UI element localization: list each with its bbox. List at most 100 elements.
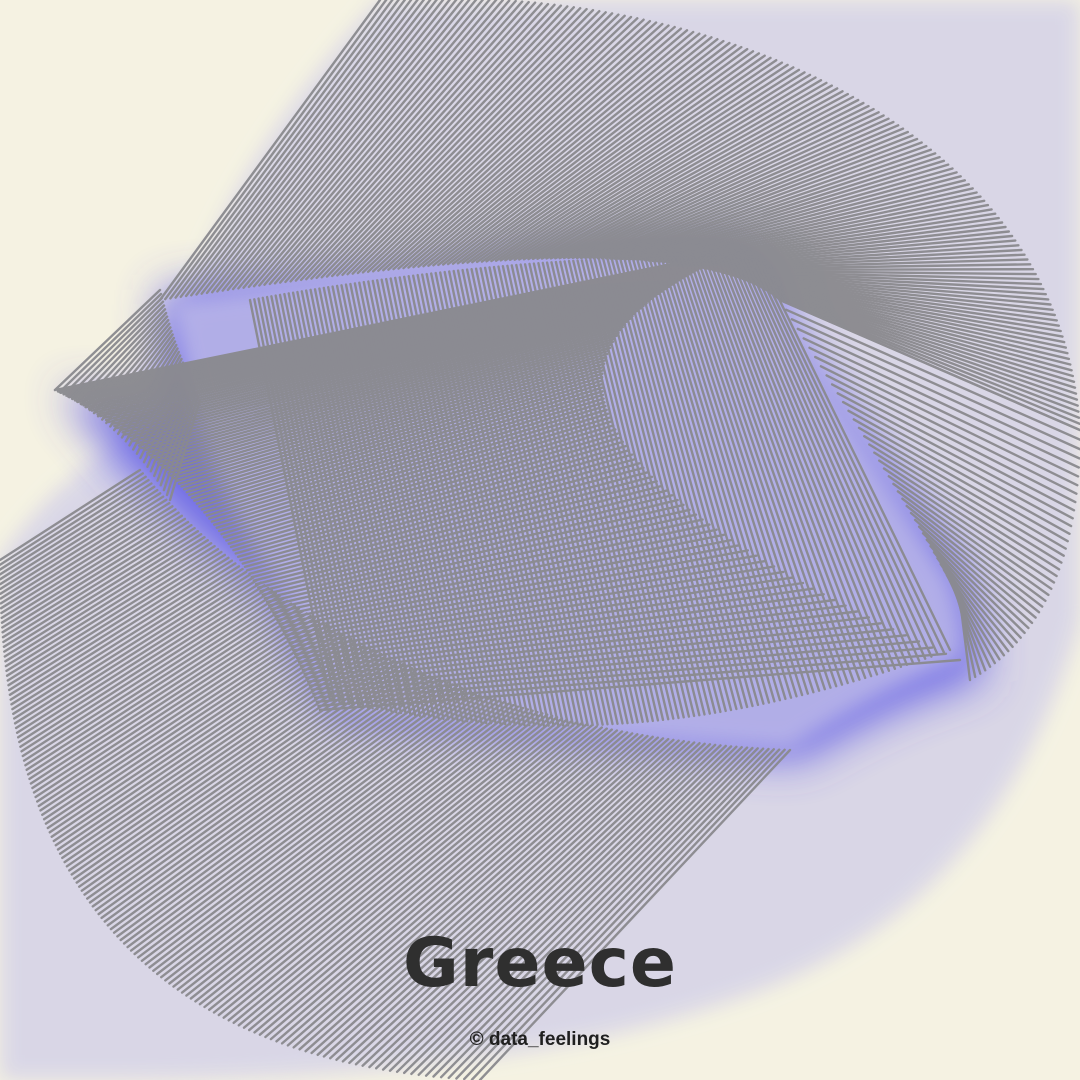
fan-line-upper xyxy=(571,114,885,260)
ribbon-line-b xyxy=(510,264,614,726)
fan-line-lower xyxy=(13,573,252,725)
fan-line-upper xyxy=(575,117,890,260)
fan-line-lower xyxy=(242,726,603,1029)
ribbon-line-b xyxy=(748,258,933,658)
ribbon-line-b xyxy=(407,275,502,725)
ribbon-line-b xyxy=(353,282,445,720)
fan-line-upper xyxy=(158,0,382,302)
fan-line-upper xyxy=(651,187,974,263)
ribbon-line-a xyxy=(210,401,606,523)
fan-line-upper xyxy=(195,0,426,296)
ribbon-line-b xyxy=(309,288,398,714)
fan-line-lower xyxy=(46,631,341,830)
fan-line-upper xyxy=(518,78,823,261)
fan-line-right xyxy=(790,318,1080,451)
ribbon-line-b xyxy=(755,258,945,654)
fan-line-upper xyxy=(768,290,1078,395)
ribbon-line-b xyxy=(730,257,903,668)
fan-line-upper xyxy=(432,38,719,267)
fan-line-right xyxy=(932,551,1014,648)
fan-line-upper xyxy=(549,98,860,260)
fan-line-upper xyxy=(382,21,658,272)
ribbon-line-b xyxy=(506,264,609,726)
fold-line-left xyxy=(88,319,170,412)
fan-line-upper xyxy=(736,275,1057,317)
ribbon-line-b xyxy=(744,257,927,660)
fan-line-lower xyxy=(12,570,248,720)
fan-line-upper xyxy=(540,92,849,260)
fan-line-upper xyxy=(252,0,498,288)
ribbon-line-b xyxy=(648,256,782,702)
fan-line-lower xyxy=(32,612,308,794)
ribbon-line-b xyxy=(567,259,680,720)
ribbon-line-b xyxy=(532,262,639,724)
fold-line-left xyxy=(84,315,169,409)
fan-line-right xyxy=(857,426,1067,550)
fan-line-lower xyxy=(275,732,634,1043)
fan-line-lower xyxy=(15,578,259,734)
fan-line-upper xyxy=(279,0,530,284)
fan-line-upper xyxy=(475,56,772,264)
fan-line-upper xyxy=(686,230,1010,267)
fan-line-lower xyxy=(298,735,654,1051)
fan-line-upper xyxy=(522,81,828,261)
fan-line-lower xyxy=(100,676,436,920)
fan-line-lower xyxy=(381,744,722,1071)
fan-line-lower xyxy=(0,478,150,576)
fan-line-upper xyxy=(679,221,1004,266)
fan-line-right xyxy=(905,504,1041,614)
fan-line-lower xyxy=(26,602,293,776)
fan-line-upper xyxy=(200,0,432,295)
fan-line-right xyxy=(896,490,1047,602)
fan-line-lower xyxy=(0,492,162,595)
fan-line-lower xyxy=(97,674,431,916)
fan-line-lower xyxy=(395,745,733,1074)
fold-line-left xyxy=(131,357,183,451)
ribbon-line-b xyxy=(443,270,541,727)
fan-line-lower xyxy=(31,609,304,790)
fan-line-lower xyxy=(180,710,539,994)
fan-line-right xyxy=(958,598,972,682)
ribbon-line-a xyxy=(208,397,605,520)
ribbon-line-b xyxy=(726,257,897,670)
ribbon-line-b xyxy=(501,265,604,726)
ribbon-line-b xyxy=(593,258,711,715)
fan-line-lower xyxy=(3,533,203,658)
fan-line-upper xyxy=(717,270,1040,281)
fan-line-upper xyxy=(346,12,614,276)
fan-line-upper xyxy=(221,0,458,292)
ribbon-line-b xyxy=(563,260,675,720)
fan-line-upper xyxy=(773,294,1080,413)
ribbon-line-b xyxy=(528,262,634,724)
fan-line-lower xyxy=(368,743,712,1069)
fan-line-upper xyxy=(205,0,438,295)
fan-line-lower xyxy=(424,746,754,1077)
ribbon-line-a xyxy=(225,424,615,542)
fan-line-upper xyxy=(723,271,1045,291)
fan-line-upper xyxy=(758,285,1072,366)
ribbon-line-a xyxy=(239,449,630,562)
fan-line-lower xyxy=(185,712,544,997)
fan-line-upper xyxy=(741,277,1061,327)
ribbon-line-b xyxy=(278,293,365,708)
fan-line-upper xyxy=(531,87,839,261)
fan-line-upper xyxy=(490,63,789,263)
fan-line-upper xyxy=(640,175,962,262)
fan-line-lower xyxy=(264,730,624,1039)
ribbon-line-b xyxy=(380,278,474,723)
ribbon-line-b xyxy=(741,257,921,662)
fan-line-upper xyxy=(647,183,970,262)
ribbon-line-a xyxy=(305,610,859,679)
fan-line-upper xyxy=(746,279,1064,338)
fan-line-lower xyxy=(0,495,165,600)
fan-line-upper xyxy=(320,6,582,279)
fan-line-upper xyxy=(402,27,683,270)
ribbon-line-b xyxy=(470,268,570,727)
fan-line-lower xyxy=(478,748,792,1080)
fan-line-upper xyxy=(273,0,524,285)
fan-line-upper xyxy=(777,297,1080,425)
fan-line-upper xyxy=(689,234,1014,267)
fan-line-lower xyxy=(447,747,770,1080)
ribbon-line-b xyxy=(703,256,861,681)
fan-line-right xyxy=(825,374,1077,504)
